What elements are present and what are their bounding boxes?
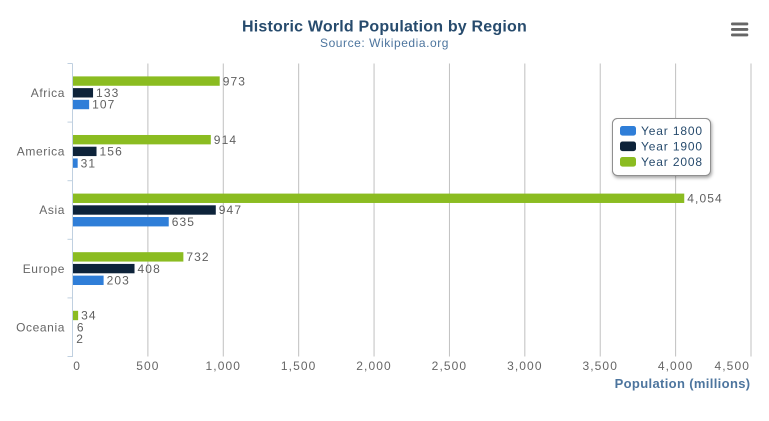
svg-text:203: 203 bbox=[107, 274, 130, 288]
svg-text:4,000: 4,000 bbox=[658, 359, 694, 373]
svg-text:Year 1800: Year 1800 bbox=[641, 124, 703, 138]
svg-text:4,500: 4,500 bbox=[714, 359, 750, 373]
svg-text:Population (millions): Population (millions) bbox=[615, 376, 751, 391]
svg-text:973: 973 bbox=[223, 74, 246, 88]
svg-text:914: 914 bbox=[214, 133, 237, 147]
svg-text:6: 6 bbox=[77, 320, 85, 334]
svg-text:3,000: 3,000 bbox=[507, 359, 543, 373]
svg-text:Historic World Population by R: Historic World Population by Region bbox=[242, 19, 527, 36]
svg-text:0: 0 bbox=[73, 359, 81, 373]
svg-text:156: 156 bbox=[100, 145, 123, 159]
svg-text:133: 133 bbox=[96, 86, 119, 100]
svg-text:America: America bbox=[17, 145, 65, 159]
svg-text:1,000: 1,000 bbox=[206, 359, 242, 373]
svg-text:732: 732 bbox=[186, 250, 209, 264]
svg-text:Source: Wikipedia.org: Source: Wikipedia.org bbox=[320, 36, 449, 50]
svg-text:635: 635 bbox=[172, 215, 195, 229]
svg-text:Asia: Asia bbox=[39, 203, 65, 217]
svg-text:Europe: Europe bbox=[23, 262, 65, 276]
svg-text:1,500: 1,500 bbox=[281, 359, 317, 373]
svg-text:3,500: 3,500 bbox=[582, 359, 618, 373]
svg-text:2,500: 2,500 bbox=[432, 359, 468, 373]
svg-text:31: 31 bbox=[81, 156, 97, 170]
svg-text:Africa: Africa bbox=[31, 86, 65, 100]
svg-text:Year 1900: Year 1900 bbox=[641, 140, 703, 154]
svg-text:2: 2 bbox=[76, 332, 84, 346]
svg-text:Oceania: Oceania bbox=[16, 320, 65, 334]
svg-text:2,000: 2,000 bbox=[356, 359, 392, 373]
svg-text:500: 500 bbox=[136, 359, 159, 373]
svg-text:4,054: 4,054 bbox=[687, 191, 723, 205]
svg-text:408: 408 bbox=[138, 262, 161, 276]
svg-text:34: 34 bbox=[81, 309, 97, 323]
svg-text:947: 947 bbox=[219, 203, 242, 217]
svg-text:107: 107 bbox=[92, 98, 115, 112]
svg-text:Year 2008: Year 2008 bbox=[641, 155, 703, 169]
